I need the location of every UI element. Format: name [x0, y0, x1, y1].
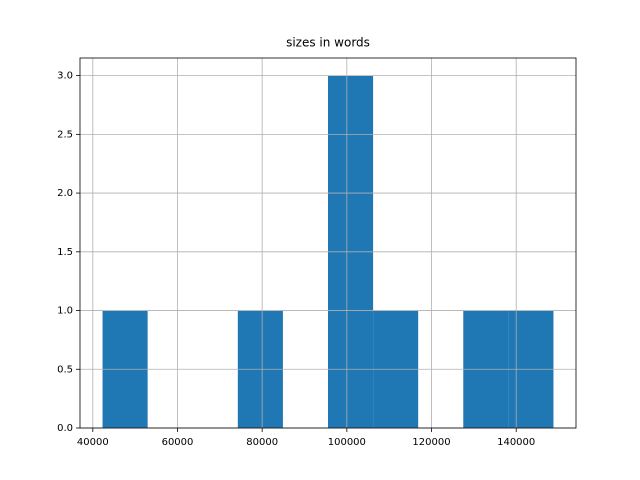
x-tick-label: 120000: [412, 437, 450, 448]
y-tick-label: 2.5: [57, 129, 73, 140]
x-tick-label: 140000: [497, 437, 535, 448]
x-tick-label: 100000: [328, 437, 366, 448]
x-tick-label: 40000: [77, 437, 109, 448]
y-tick-label: 1.0: [57, 306, 73, 317]
y-tick-label: 1.5: [57, 247, 73, 258]
y-tick-label: 0.5: [57, 364, 73, 375]
x-tick-label: 60000: [162, 437, 194, 448]
y-tick-label: 2.0: [57, 188, 73, 199]
y-tick-label: 0.0: [57, 423, 73, 434]
x-tick-label: 80000: [246, 437, 278, 448]
y-tick-label: 3.0: [57, 71, 73, 82]
chart-title: sizes in words: [286, 36, 370, 50]
plot-frame: [79, 57, 577, 429]
